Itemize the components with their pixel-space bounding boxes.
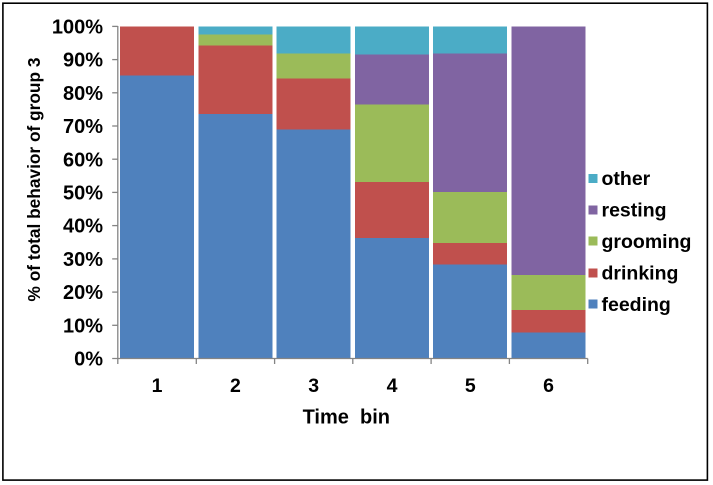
svg-text:80%: 80% (63, 83, 103, 105)
svg-text:5: 5 (465, 375, 476, 397)
svg-text:50%: 50% (63, 183, 103, 205)
svg-text:% of total behavior of group 3: % of total behavior of group 3 (24, 58, 44, 302)
svg-text:10%: 10% (63, 315, 103, 337)
svg-text:30%: 30% (63, 249, 103, 271)
svg-text:6: 6 (543, 375, 554, 397)
svg-text:70%: 70% (63, 116, 103, 138)
svg-text:Time bin: Time bin (303, 407, 390, 429)
svg-text:feeding: feeding (602, 294, 671, 316)
svg-text:other: other (602, 168, 651, 190)
svg-text:1: 1 (152, 375, 163, 397)
svg-text:20%: 20% (63, 282, 103, 304)
svg-text:2: 2 (230, 375, 241, 397)
svg-text:3: 3 (308, 375, 319, 397)
svg-text:100%: 100% (52, 17, 103, 39)
svg-text:resting: resting (602, 200, 667, 222)
svg-text:40%: 40% (63, 216, 103, 238)
svg-text:4: 4 (387, 375, 398, 397)
svg-text:grooming: grooming (602, 231, 692, 253)
svg-text:drinking: drinking (602, 263, 679, 285)
svg-text:60%: 60% (63, 149, 103, 171)
svg-text:90%: 90% (63, 50, 103, 72)
svg-text:0%: 0% (74, 349, 103, 371)
